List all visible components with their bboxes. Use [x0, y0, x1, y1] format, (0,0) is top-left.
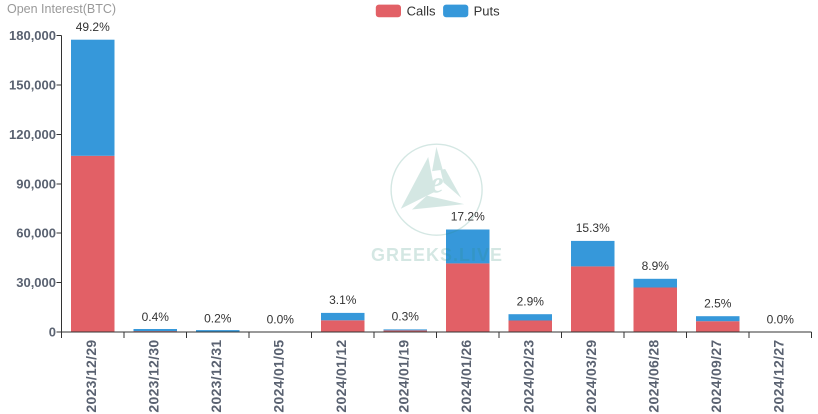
svg-text:0.4%: 0.4% — [142, 310, 170, 324]
svg-text:2024/01/26: 2024/01/26 — [458, 340, 474, 413]
svg-text:90,000: 90,000 — [16, 176, 56, 191]
svg-text:15.3%: 15.3% — [576, 221, 610, 235]
svg-text:2024/01/19: 2024/01/19 — [395, 340, 411, 413]
svg-text:180,000: 180,000 — [9, 28, 56, 43]
svg-text:e: e — [430, 165, 444, 200]
svg-text:2.9%: 2.9% — [517, 294, 545, 308]
svg-text:0: 0 — [49, 325, 56, 340]
svg-text:GREEKS.LIVE: GREEKS.LIVE — [371, 245, 503, 265]
svg-text:0.0%: 0.0% — [267, 313, 295, 327]
svg-text:60,000: 60,000 — [16, 226, 56, 241]
svg-text:2023/12/30: 2023/12/30 — [145, 340, 161, 413]
svg-text:2.5%: 2.5% — [704, 296, 732, 310]
svg-text:120,000: 120,000 — [9, 127, 56, 142]
svg-text:2024/01/05: 2024/01/05 — [270, 340, 286, 413]
svg-text:2024/01/12: 2024/01/12 — [333, 340, 349, 413]
svg-text:2024/02/23: 2024/02/23 — [520, 340, 536, 413]
svg-text:0.3%: 0.3% — [392, 310, 420, 324]
svg-text:49.2%: 49.2% — [76, 20, 110, 34]
svg-text:30,000: 30,000 — [16, 275, 56, 290]
svg-text:0.2%: 0.2% — [204, 311, 232, 325]
svg-text:8.9%: 8.9% — [642, 259, 670, 273]
svg-text:2024/03/29: 2024/03/29 — [583, 340, 599, 413]
svg-text:Open Interest(BTC): Open Interest(BTC) — [7, 2, 116, 16]
svg-text:Puts: Puts — [474, 3, 501, 18]
svg-text:3.1%: 3.1% — [329, 293, 357, 307]
svg-text:2024/06/28: 2024/06/28 — [645, 340, 661, 413]
svg-text:2024/09/27: 2024/09/27 — [708, 340, 724, 413]
svg-text:0.0%: 0.0% — [767, 313, 795, 327]
svg-text:150,000: 150,000 — [9, 77, 56, 92]
svg-text:2023/12/31: 2023/12/31 — [208, 340, 224, 413]
svg-text:17.2%: 17.2% — [451, 210, 485, 224]
svg-text:Calls: Calls — [407, 3, 436, 18]
svg-text:2023/12/29: 2023/12/29 — [83, 340, 99, 413]
svg-text:2024/12/27: 2024/12/27 — [770, 340, 786, 413]
